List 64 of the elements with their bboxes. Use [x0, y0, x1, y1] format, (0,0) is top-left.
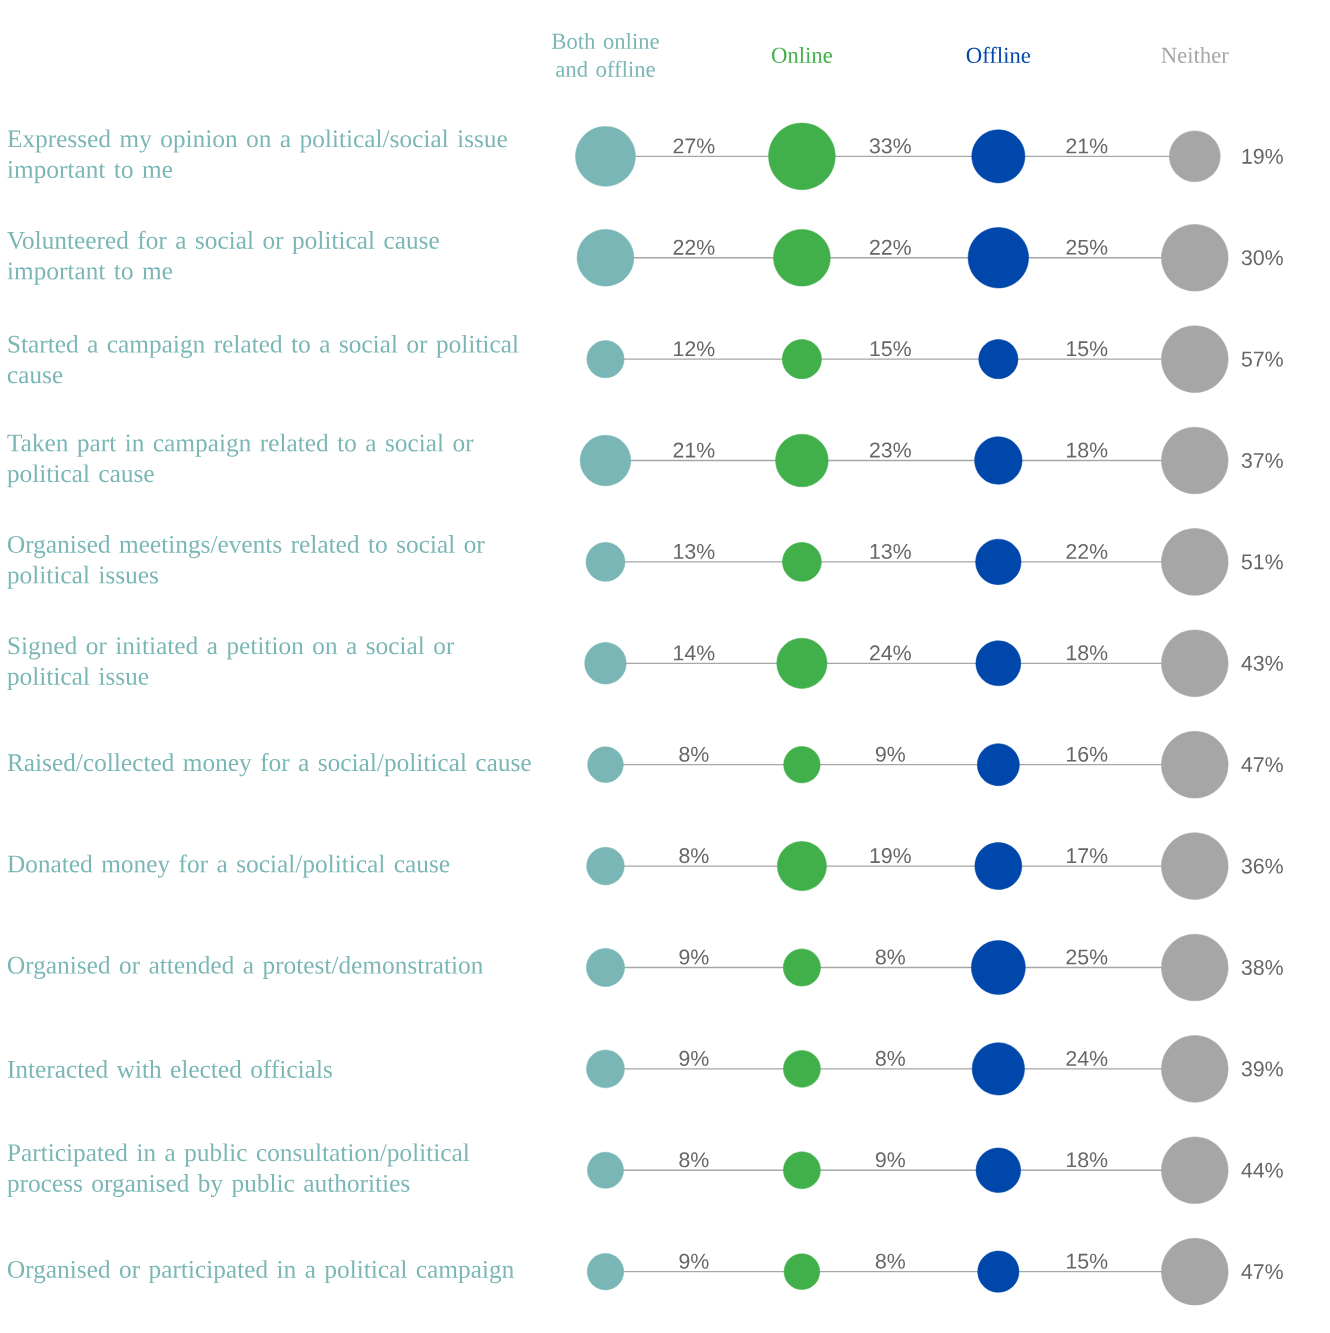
- legend-label: Both online and offline: [551, 32, 659, 77]
- data-label: 9%: [875, 746, 905, 762]
- category-label: Participated in a public consultation/political process organised by public authorities: [7, 1143, 470, 1198]
- category-label: Volunteered for a social or political cause important to me: [7, 230, 439, 285]
- data-label: 15%: [1066, 341, 1108, 357]
- data-label: 15%: [870, 341, 911, 357]
- data-label: 47%: [1241, 757, 1283, 773]
- data-label: 8%: [679, 746, 709, 762]
- data-label: 22%: [673, 239, 715, 255]
- category-label: Taken part in campaign related to a social or political cause: [7, 433, 474, 488]
- data-label: 13%: [870, 543, 911, 559]
- data-label: 17%: [1066, 848, 1108, 864]
- data-label: 23%: [869, 442, 911, 458]
- data-label: 9%: [679, 1050, 709, 1066]
- data-label: 9%: [679, 949, 709, 965]
- data-label: 18%: [1066, 1152, 1108, 1168]
- category-label: Interacted with elected officials: [7, 1059, 332, 1078]
- category-label: Raised/collected money for a social/political cause: [7, 753, 531, 777]
- data-label: 44%: [1241, 1162, 1283, 1178]
- data-label: 33%: [869, 138, 911, 154]
- data-label: 24%: [1066, 1050, 1108, 1066]
- data-label: 13%: [673, 543, 715, 559]
- data-label: 14%: [673, 645, 715, 661]
- category-label: Organised or participated in a political campaign: [7, 1260, 514, 1284]
- data-label: 37%: [1241, 452, 1283, 469]
- data-label: 12%: [673, 341, 715, 357]
- data-label: 22%: [869, 239, 911, 255]
- data-label: 8%: [875, 1253, 905, 1269]
- data-label: 22%: [1066, 543, 1108, 559]
- data-label: 18%: [1066, 442, 1108, 458]
- data-label: 9%: [679, 1253, 709, 1269]
- data-label: 16%: [1066, 746, 1108, 762]
- data-label: 38%: [1241, 959, 1283, 976]
- data-label: 30%: [1241, 250, 1283, 266]
- category-label: Organised or attended a protest/demonstration: [7, 955, 483, 979]
- data-label: 15%: [1066, 1253, 1108, 1269]
- data-label: 21%: [673, 442, 715, 458]
- data-label: 51%: [1241, 554, 1283, 570]
- data-label: 19%: [1242, 148, 1283, 164]
- data-label: 9%: [875, 1152, 905, 1168]
- legend-label: Neither: [1161, 46, 1229, 63]
- data-label: 19%: [870, 848, 911, 864]
- data-label: 21%: [1066, 138, 1108, 154]
- data-label: 39%: [1241, 1061, 1283, 1077]
- data-label: 25%: [1066, 949, 1108, 965]
- category-label: Expressed my opinion on a political/social issue important to me: [7, 129, 507, 184]
- data-label: 8%: [679, 848, 709, 864]
- legend-label: Offline: [966, 46, 1030, 64]
- data-label: 8%: [875, 949, 905, 965]
- legend-label: Online: [771, 46, 832, 63]
- data-label: 43%: [1241, 655, 1283, 671]
- category-label: Organised meetings/events related to social or political issues: [7, 535, 485, 589]
- data-label: 8%: [875, 1050, 905, 1066]
- data-label: 25%: [1066, 239, 1108, 255]
- data-label: 36%: [1241, 858, 1283, 874]
- data-label: 47%: [1241, 1264, 1283, 1280]
- data-label: 18%: [1066, 645, 1108, 661]
- category-label: Started a campaign related to a social or political cause: [7, 334, 519, 384]
- data-label: 27%: [673, 138, 715, 154]
- data-label: 24%: [869, 645, 911, 661]
- category-label: Signed or initiated a petition on a social or political issue: [7, 636, 454, 691]
- data-label: 8%: [679, 1152, 709, 1168]
- category-label: Donated money for a social/political cause: [7, 854, 450, 878]
- data-label: 57%: [1241, 351, 1283, 367]
